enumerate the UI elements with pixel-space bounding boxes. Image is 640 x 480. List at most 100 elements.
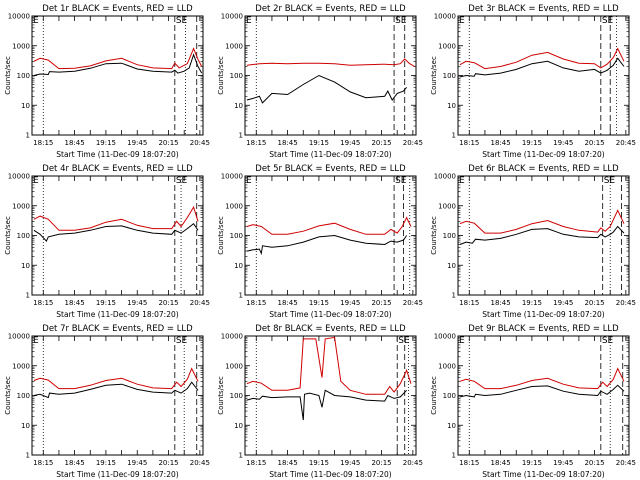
x-tick-label: 19:15 bbox=[522, 459, 542, 467]
x-tick-label: 18:15 bbox=[33, 139, 53, 147]
panel-det-5: Det 5r BLACK = Events, RED = LLD Counts/s… bbox=[217, 164, 423, 319]
y-tick-label: 1000 bbox=[225, 202, 243, 210]
x-tick-label: 20:45 bbox=[616, 299, 636, 307]
series-line-lld bbox=[246, 336, 412, 395]
plot-frame bbox=[31, 335, 204, 456]
x-tick-label: 18:15 bbox=[33, 299, 53, 307]
x-tick-label: 18:45 bbox=[490, 459, 510, 467]
y-axis-label: Counts/sec bbox=[430, 376, 438, 415]
y-tick-label: 10 bbox=[21, 422, 30, 430]
plot-frame bbox=[31, 175, 204, 296]
series-line-lld bbox=[33, 47, 203, 70]
series-line-lld bbox=[246, 58, 415, 67]
annotation-se: SE bbox=[602, 16, 614, 26]
y-tick-label: 10000 bbox=[221, 333, 243, 341]
x-axis-label: Start Time (11-Dec-09 18:07:20) bbox=[482, 470, 604, 479]
series-line-events bbox=[459, 57, 625, 78]
x-tick-label: 19:45 bbox=[553, 459, 573, 467]
x-axis-label: Start Time (11-Dec-09 18:07:20) bbox=[482, 150, 604, 159]
series-line-events bbox=[246, 389, 407, 421]
y-tick-label: 10 bbox=[447, 262, 456, 270]
x-axis-label: Start Time (11-Dec-09 18:07:20) bbox=[482, 310, 604, 319]
x-tick-label: 19:45 bbox=[340, 139, 360, 147]
panel-title: Det 2r BLACK = Events, RED = LLD bbox=[255, 4, 406, 14]
y-tick-label: 1000 bbox=[225, 362, 243, 370]
annotation-se: SE bbox=[176, 176, 188, 186]
annotation-se: SE bbox=[395, 176, 407, 186]
annotation-se: SE bbox=[604, 176, 616, 186]
y-tick-label: 100 bbox=[443, 72, 456, 80]
annotation-e: E bbox=[459, 16, 465, 26]
panel-det-2: Det 2r BLACK = Events, RED = LLD Counts/s… bbox=[217, 4, 423, 159]
x-tick-label: 20:15 bbox=[584, 139, 604, 147]
y-tick-label: 100 bbox=[230, 392, 243, 400]
panel-title: Det 1r BLACK = Events, RED = LLD bbox=[42, 4, 193, 14]
series-line-events bbox=[246, 234, 408, 256]
x-axis-label: Start Time (11-Dec-09 18:07:20) bbox=[56, 310, 178, 319]
x-tick-label: 18:15 bbox=[246, 459, 266, 467]
x-tick-label: 19:15 bbox=[309, 139, 329, 147]
annotation-se: SE bbox=[395, 16, 407, 26]
panel-title: Det 5r BLACK = Events, RED = LLD bbox=[255, 164, 406, 174]
y-axis-label: Counts/sec bbox=[4, 216, 12, 255]
x-tick-label: 18:15 bbox=[246, 139, 266, 147]
y-tick-label: 1000 bbox=[12, 42, 30, 50]
x-tick-label: 18:45 bbox=[277, 459, 297, 467]
series-line-lld bbox=[33, 367, 199, 390]
y-tick-label: 1000 bbox=[438, 42, 456, 50]
x-tick-label: 20:45 bbox=[190, 299, 210, 307]
plot-frame bbox=[244, 335, 417, 456]
y-axis-label: Counts/sec bbox=[217, 216, 225, 255]
plot-frame bbox=[31, 15, 204, 136]
series-line-lld bbox=[246, 216, 412, 235]
y-tick-label: 1 bbox=[26, 132, 30, 140]
annotation-e: E bbox=[459, 176, 465, 186]
y-tick-label: 100 bbox=[17, 72, 30, 80]
y-tick-label: 100 bbox=[17, 392, 30, 400]
x-tick-label: 19:15 bbox=[309, 299, 329, 307]
x-tick-label: 19:15 bbox=[522, 299, 542, 307]
x-axis-label: Start Time (11-Dec-09 18:07:20) bbox=[269, 310, 391, 319]
y-tick-label: 10000 bbox=[8, 333, 30, 341]
x-tick-label: 18:45 bbox=[277, 299, 297, 307]
y-tick-label: 100 bbox=[443, 232, 456, 240]
panel-det-9: Det 9r BLACK = Events, RED = LLD Counts/s… bbox=[430, 324, 636, 479]
y-tick-label: 100 bbox=[17, 232, 30, 240]
y-tick-label: 10 bbox=[234, 422, 243, 430]
annotation-e: E bbox=[33, 176, 39, 186]
x-tick-label: 20:45 bbox=[403, 299, 423, 307]
x-tick-label: 19:15 bbox=[96, 299, 116, 307]
series-line-events bbox=[33, 222, 199, 242]
y-tick-label: 10 bbox=[447, 102, 456, 110]
panel-title: Det 8r BLACK = Events, RED = LLD bbox=[255, 324, 406, 334]
series-line-events bbox=[459, 225, 625, 245]
x-tick-label: 18:45 bbox=[64, 139, 84, 147]
annotation-e: E bbox=[33, 16, 39, 26]
y-tick-label: 10 bbox=[234, 102, 243, 110]
y-tick-label: 10000 bbox=[434, 173, 456, 181]
x-tick-label: 20:15 bbox=[371, 299, 391, 307]
x-tick-label: 20:15 bbox=[158, 139, 178, 147]
x-tick-label: 20:45 bbox=[616, 139, 636, 147]
x-tick-label: 19:15 bbox=[96, 139, 116, 147]
y-tick-label: 1000 bbox=[225, 42, 243, 50]
x-tick-label: 19:45 bbox=[340, 299, 360, 307]
y-axis-label: Counts/sec bbox=[217, 376, 225, 415]
x-tick-label: 19:45 bbox=[127, 139, 147, 147]
x-tick-label: 18:15 bbox=[459, 139, 479, 147]
panel-det-8: Det 8r BLACK = Events, RED = LLD Counts/s… bbox=[217, 324, 423, 479]
y-axis-label: Counts/sec bbox=[4, 376, 12, 415]
y-tick-label: 10000 bbox=[434, 13, 456, 21]
series-line-events bbox=[33, 381, 199, 399]
x-tick-label: 20:45 bbox=[616, 459, 636, 467]
x-tick-label: 18:15 bbox=[33, 459, 53, 467]
x-tick-label: 19:45 bbox=[553, 139, 573, 147]
plot-frame bbox=[457, 335, 630, 456]
y-axis-label: Counts/sec bbox=[430, 216, 438, 255]
x-tick-label: 18:45 bbox=[277, 139, 297, 147]
series-line-lld bbox=[459, 47, 625, 70]
y-axis-label: Counts/sec bbox=[217, 56, 225, 95]
series-line-lld bbox=[459, 367, 625, 390]
panel-title: Det 6r BLACK = Events, RED = LLD bbox=[468, 164, 619, 174]
series-line-lld bbox=[459, 209, 625, 234]
